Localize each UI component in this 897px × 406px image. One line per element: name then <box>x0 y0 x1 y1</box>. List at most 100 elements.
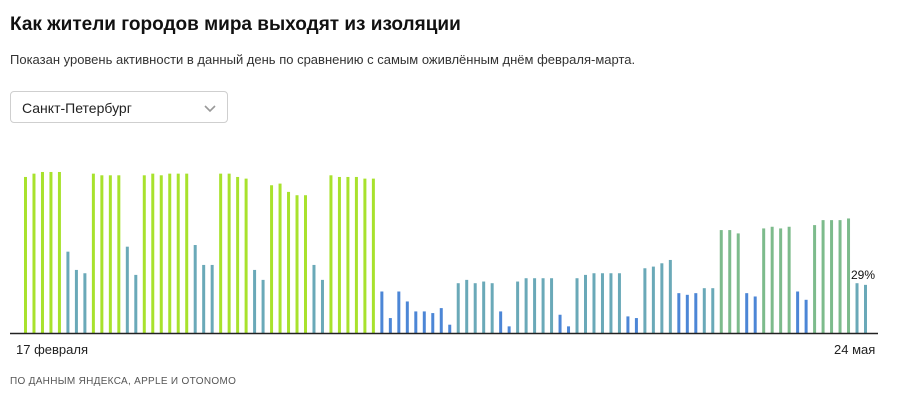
chart-bar[interactable] <box>236 176 240 333</box>
city-select[interactable]: Санкт-Петербург <box>10 91 228 123</box>
chart-bar[interactable] <box>482 281 486 333</box>
chart-bar[interactable] <box>108 175 112 333</box>
chart-bar[interactable] <box>694 293 698 333</box>
chart-bar[interactable] <box>448 324 452 333</box>
chart-bar[interactable] <box>405 301 409 333</box>
chart-bar[interactable] <box>100 175 104 333</box>
chart-bar[interactable] <box>40 171 44 333</box>
chart-bar[interactable] <box>91 173 95 333</box>
chart-bar[interactable] <box>558 314 562 333</box>
chart-bar[interactable] <box>244 178 248 333</box>
chart-bar[interactable] <box>193 245 197 333</box>
chart-bar[interactable] <box>643 268 647 333</box>
chart-bar[interactable] <box>168 173 172 333</box>
chart-bar[interactable] <box>422 311 426 333</box>
chart-bar[interactable] <box>304 195 307 333</box>
chart-bar[interactable] <box>804 299 808 333</box>
chart-bar[interactable] <box>507 326 511 333</box>
chart-bar[interactable] <box>371 178 375 333</box>
chart-bar[interactable] <box>762 228 766 333</box>
chart-bar[interactable] <box>117 175 121 333</box>
chart-bar[interactable] <box>49 171 53 333</box>
chart-bar[interactable] <box>660 263 664 333</box>
chart-bar[interactable] <box>584 274 587 333</box>
chart-bar[interactable] <box>685 294 689 333</box>
chart-bar[interactable] <box>151 173 155 333</box>
chart-bar[interactable] <box>66 251 70 333</box>
chart-bar[interactable] <box>354 176 358 333</box>
chart-bar[interactable] <box>142 175 146 333</box>
chart-bar[interactable] <box>651 266 655 333</box>
chart-bar[interactable] <box>32 173 36 333</box>
chart-bar[interactable] <box>838 220 842 333</box>
chart-bar[interactable] <box>634 318 638 333</box>
chart-bar[interactable] <box>278 183 282 333</box>
chart-bar[interactable] <box>456 283 460 333</box>
chart-bar[interactable] <box>702 288 706 333</box>
chart-bar[interactable] <box>337 176 341 333</box>
chart-bar[interactable] <box>74 269 78 333</box>
chart-bar[interactable] <box>787 226 791 333</box>
chart-bar[interactable] <box>414 311 418 333</box>
chart-bar[interactable] <box>219 173 223 333</box>
chart-bar[interactable] <box>261 279 265 333</box>
chart-bar[interactable] <box>830 220 834 333</box>
chart-bar[interactable] <box>320 279 324 333</box>
chart-bar[interactable] <box>736 233 740 333</box>
chart-bar[interactable] <box>185 173 189 333</box>
chart-bar[interactable] <box>125 246 129 333</box>
chart-bar[interactable] <box>550 278 554 333</box>
chart-bar[interactable] <box>499 311 503 333</box>
chart-bar[interactable] <box>609 273 613 333</box>
chart-bar[interactable] <box>134 274 138 333</box>
chart-bar[interactable] <box>431 313 435 333</box>
chart-bar[interactable] <box>363 178 367 333</box>
chart-bar[interactable] <box>728 230 732 333</box>
chart-bar[interactable] <box>677 293 681 333</box>
chart-bar[interactable] <box>439 308 443 333</box>
chart-bar[interactable] <box>592 273 596 333</box>
chart-bar[interactable] <box>83 273 87 333</box>
chart-bar[interactable] <box>397 291 401 334</box>
chart-bar[interactable] <box>388 318 392 333</box>
chart-bar[interactable] <box>821 220 825 333</box>
chart-bar[interactable] <box>202 264 206 333</box>
chart-bar[interactable] <box>567 326 571 333</box>
chart-bar[interactable] <box>57 171 61 333</box>
chart-bar[interactable] <box>864 284 867 333</box>
chart-bar[interactable] <box>287 191 291 333</box>
chart-bar[interactable] <box>813 225 817 333</box>
chart-bar[interactable] <box>575 278 579 333</box>
chart-bar[interactable] <box>753 296 757 333</box>
chart-bar[interactable] <box>533 278 537 333</box>
chart-bar[interactable] <box>600 273 604 333</box>
chart-bar[interactable] <box>847 218 851 333</box>
chart-bar[interactable] <box>490 283 494 333</box>
chart-bar[interactable] <box>770 226 774 333</box>
chart-bar[interactable] <box>855 283 859 333</box>
chart-bar[interactable] <box>617 273 621 333</box>
chart-bar[interactable] <box>668 259 672 333</box>
chart-bar[interactable] <box>745 293 749 333</box>
chart-bar[interactable] <box>312 264 316 333</box>
chart-bar[interactable] <box>779 228 783 333</box>
chart-bar[interactable] <box>227 173 231 333</box>
chart-bar[interactable] <box>719 230 723 333</box>
chart-bar[interactable] <box>465 279 469 333</box>
chart-bar[interactable] <box>270 185 274 333</box>
chart-bar[interactable] <box>711 288 715 333</box>
chart-bar[interactable] <box>210 264 214 333</box>
chart-bar[interactable] <box>380 291 384 334</box>
chart-bar[interactable] <box>176 173 180 333</box>
chart-bar[interactable] <box>516 281 520 333</box>
chart-bar[interactable] <box>796 291 800 334</box>
chart-bar[interactable] <box>24 176 27 333</box>
chart-bar[interactable] <box>159 175 163 333</box>
chart-bar[interactable] <box>473 283 477 333</box>
chart-bar[interactable] <box>524 278 528 333</box>
chart-bar[interactable] <box>626 316 630 333</box>
chart-bar[interactable] <box>295 195 299 333</box>
chart-bar[interactable] <box>329 175 333 333</box>
chart-bar[interactable] <box>541 278 545 333</box>
chart-bar[interactable] <box>253 269 257 333</box>
